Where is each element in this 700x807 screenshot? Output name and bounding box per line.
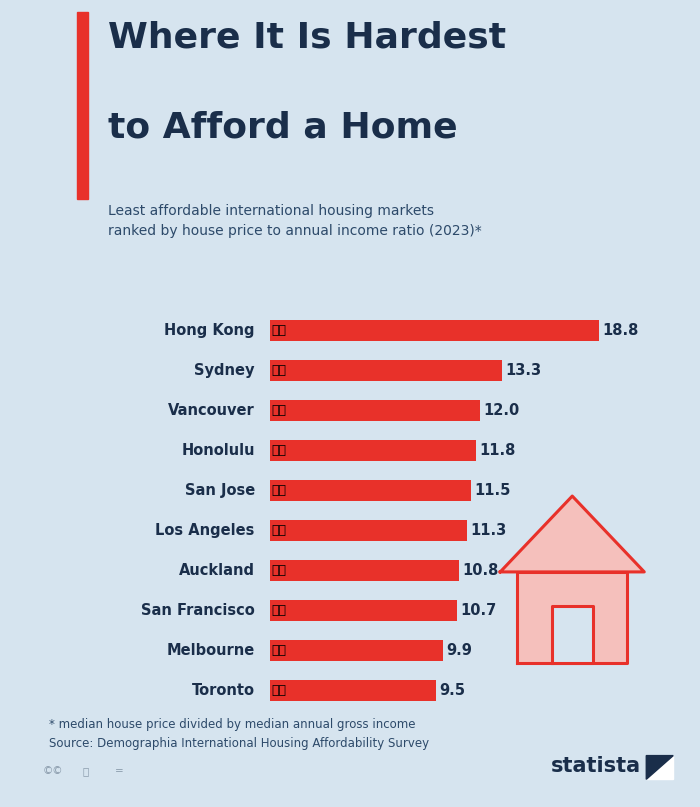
Text: San Jose: San Jose <box>185 483 255 498</box>
Text: 🇺🇸: 🇺🇸 <box>272 484 286 497</box>
Polygon shape <box>500 496 644 572</box>
Text: =: = <box>116 767 124 776</box>
Bar <box>270 640 442 661</box>
Text: ©©: ©© <box>42 767 63 776</box>
Text: 🇦🇺: 🇦🇺 <box>272 644 286 657</box>
Text: 🇨🇦: 🇨🇦 <box>272 404 286 417</box>
Text: 🇦🇺: 🇦🇺 <box>272 364 286 377</box>
Text: Where It Is Hardest: Where It Is Hardest <box>108 20 505 54</box>
Text: Hong Kong: Hong Kong <box>164 323 255 338</box>
Text: 10.7: 10.7 <box>461 603 496 618</box>
Text: 12.0: 12.0 <box>483 403 519 418</box>
Text: Melbourne: Melbourne <box>167 642 255 658</box>
Text: * median house price divided by median annual gross income
Source: Demographia I: * median house price divided by median a… <box>49 718 429 751</box>
Bar <box>270 400 480 421</box>
Text: Los Angeles: Los Angeles <box>155 523 255 538</box>
Bar <box>270 679 435 700</box>
Text: 9.5: 9.5 <box>440 683 466 698</box>
Bar <box>270 480 470 501</box>
Text: ⓘ: ⓘ <box>83 767 89 776</box>
Bar <box>270 360 503 381</box>
Text: San Francisco: San Francisco <box>141 603 255 618</box>
Text: Auckland: Auckland <box>178 562 255 578</box>
Bar <box>270 440 476 461</box>
Text: 🇺🇸: 🇺🇸 <box>272 524 286 537</box>
Text: 18.8: 18.8 <box>602 323 638 338</box>
Bar <box>77 12 88 199</box>
Text: Sydney: Sydney <box>195 363 255 378</box>
Text: 🇺🇸: 🇺🇸 <box>272 444 286 457</box>
Bar <box>270 520 468 541</box>
Text: 11.3: 11.3 <box>470 523 507 538</box>
Polygon shape <box>517 572 627 663</box>
Text: Least affordable international housing markets
ranked by house price to annual i: Least affordable international housing m… <box>108 204 482 238</box>
Bar <box>270 560 458 581</box>
Text: 11.5: 11.5 <box>475 483 510 498</box>
Text: 10.8: 10.8 <box>462 562 498 578</box>
Text: 11.8: 11.8 <box>480 443 516 458</box>
Text: Vancouver: Vancouver <box>168 403 255 418</box>
Text: Toronto: Toronto <box>192 683 255 698</box>
Polygon shape <box>552 606 593 663</box>
Bar <box>270 600 456 621</box>
Text: Honolulu: Honolulu <box>181 443 255 458</box>
Bar <box>270 320 598 341</box>
Text: to Afford a Home: to Afford a Home <box>108 111 457 145</box>
Text: 13.3: 13.3 <box>505 363 542 378</box>
Text: 9.9: 9.9 <box>447 642 472 658</box>
Text: 🇺🇸: 🇺🇸 <box>272 604 286 617</box>
Text: 🇨🇦: 🇨🇦 <box>272 684 286 696</box>
Text: 🇳🇿: 🇳🇿 <box>272 564 286 577</box>
Polygon shape <box>646 755 673 780</box>
Text: 🇨🇳: 🇨🇳 <box>272 324 286 337</box>
Text: statista: statista <box>550 756 640 776</box>
Polygon shape <box>646 755 673 780</box>
